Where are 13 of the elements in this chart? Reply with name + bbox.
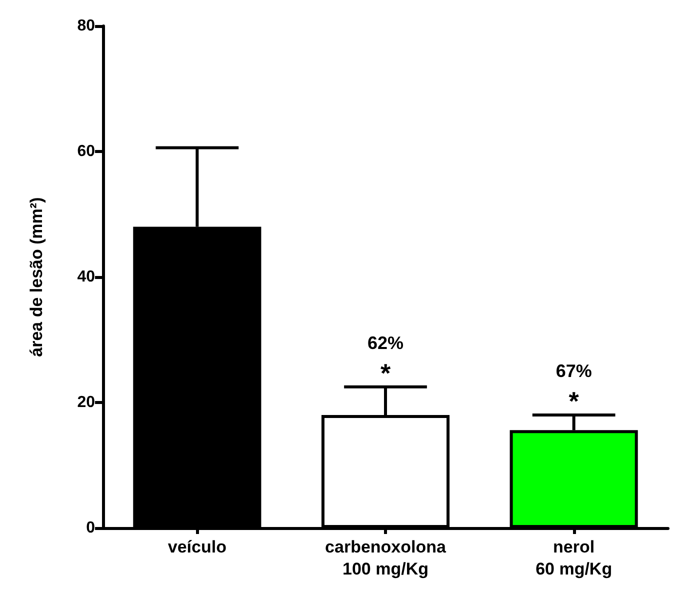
y-tick-label: 40 xyxy=(77,268,96,286)
y-tick-label: 20 xyxy=(77,394,96,411)
annotation: 62% xyxy=(367,332,404,353)
y-tick-label: 60 xyxy=(77,143,96,160)
y-tick-label: 80 xyxy=(77,18,96,34)
y-tick-label: 0 xyxy=(86,520,96,536)
annotation: * xyxy=(568,386,580,416)
x-tick-label: carbenoxolona 100 mg/Kg xyxy=(325,538,446,578)
x-tick-label: veículo xyxy=(168,538,226,556)
annotation: 67% xyxy=(556,361,592,382)
annotation: * xyxy=(380,358,392,388)
y-axis-title: área de lesão (mm²) xyxy=(27,197,46,357)
x-tick-label: nerol 60 mg/Kg xyxy=(536,538,612,578)
